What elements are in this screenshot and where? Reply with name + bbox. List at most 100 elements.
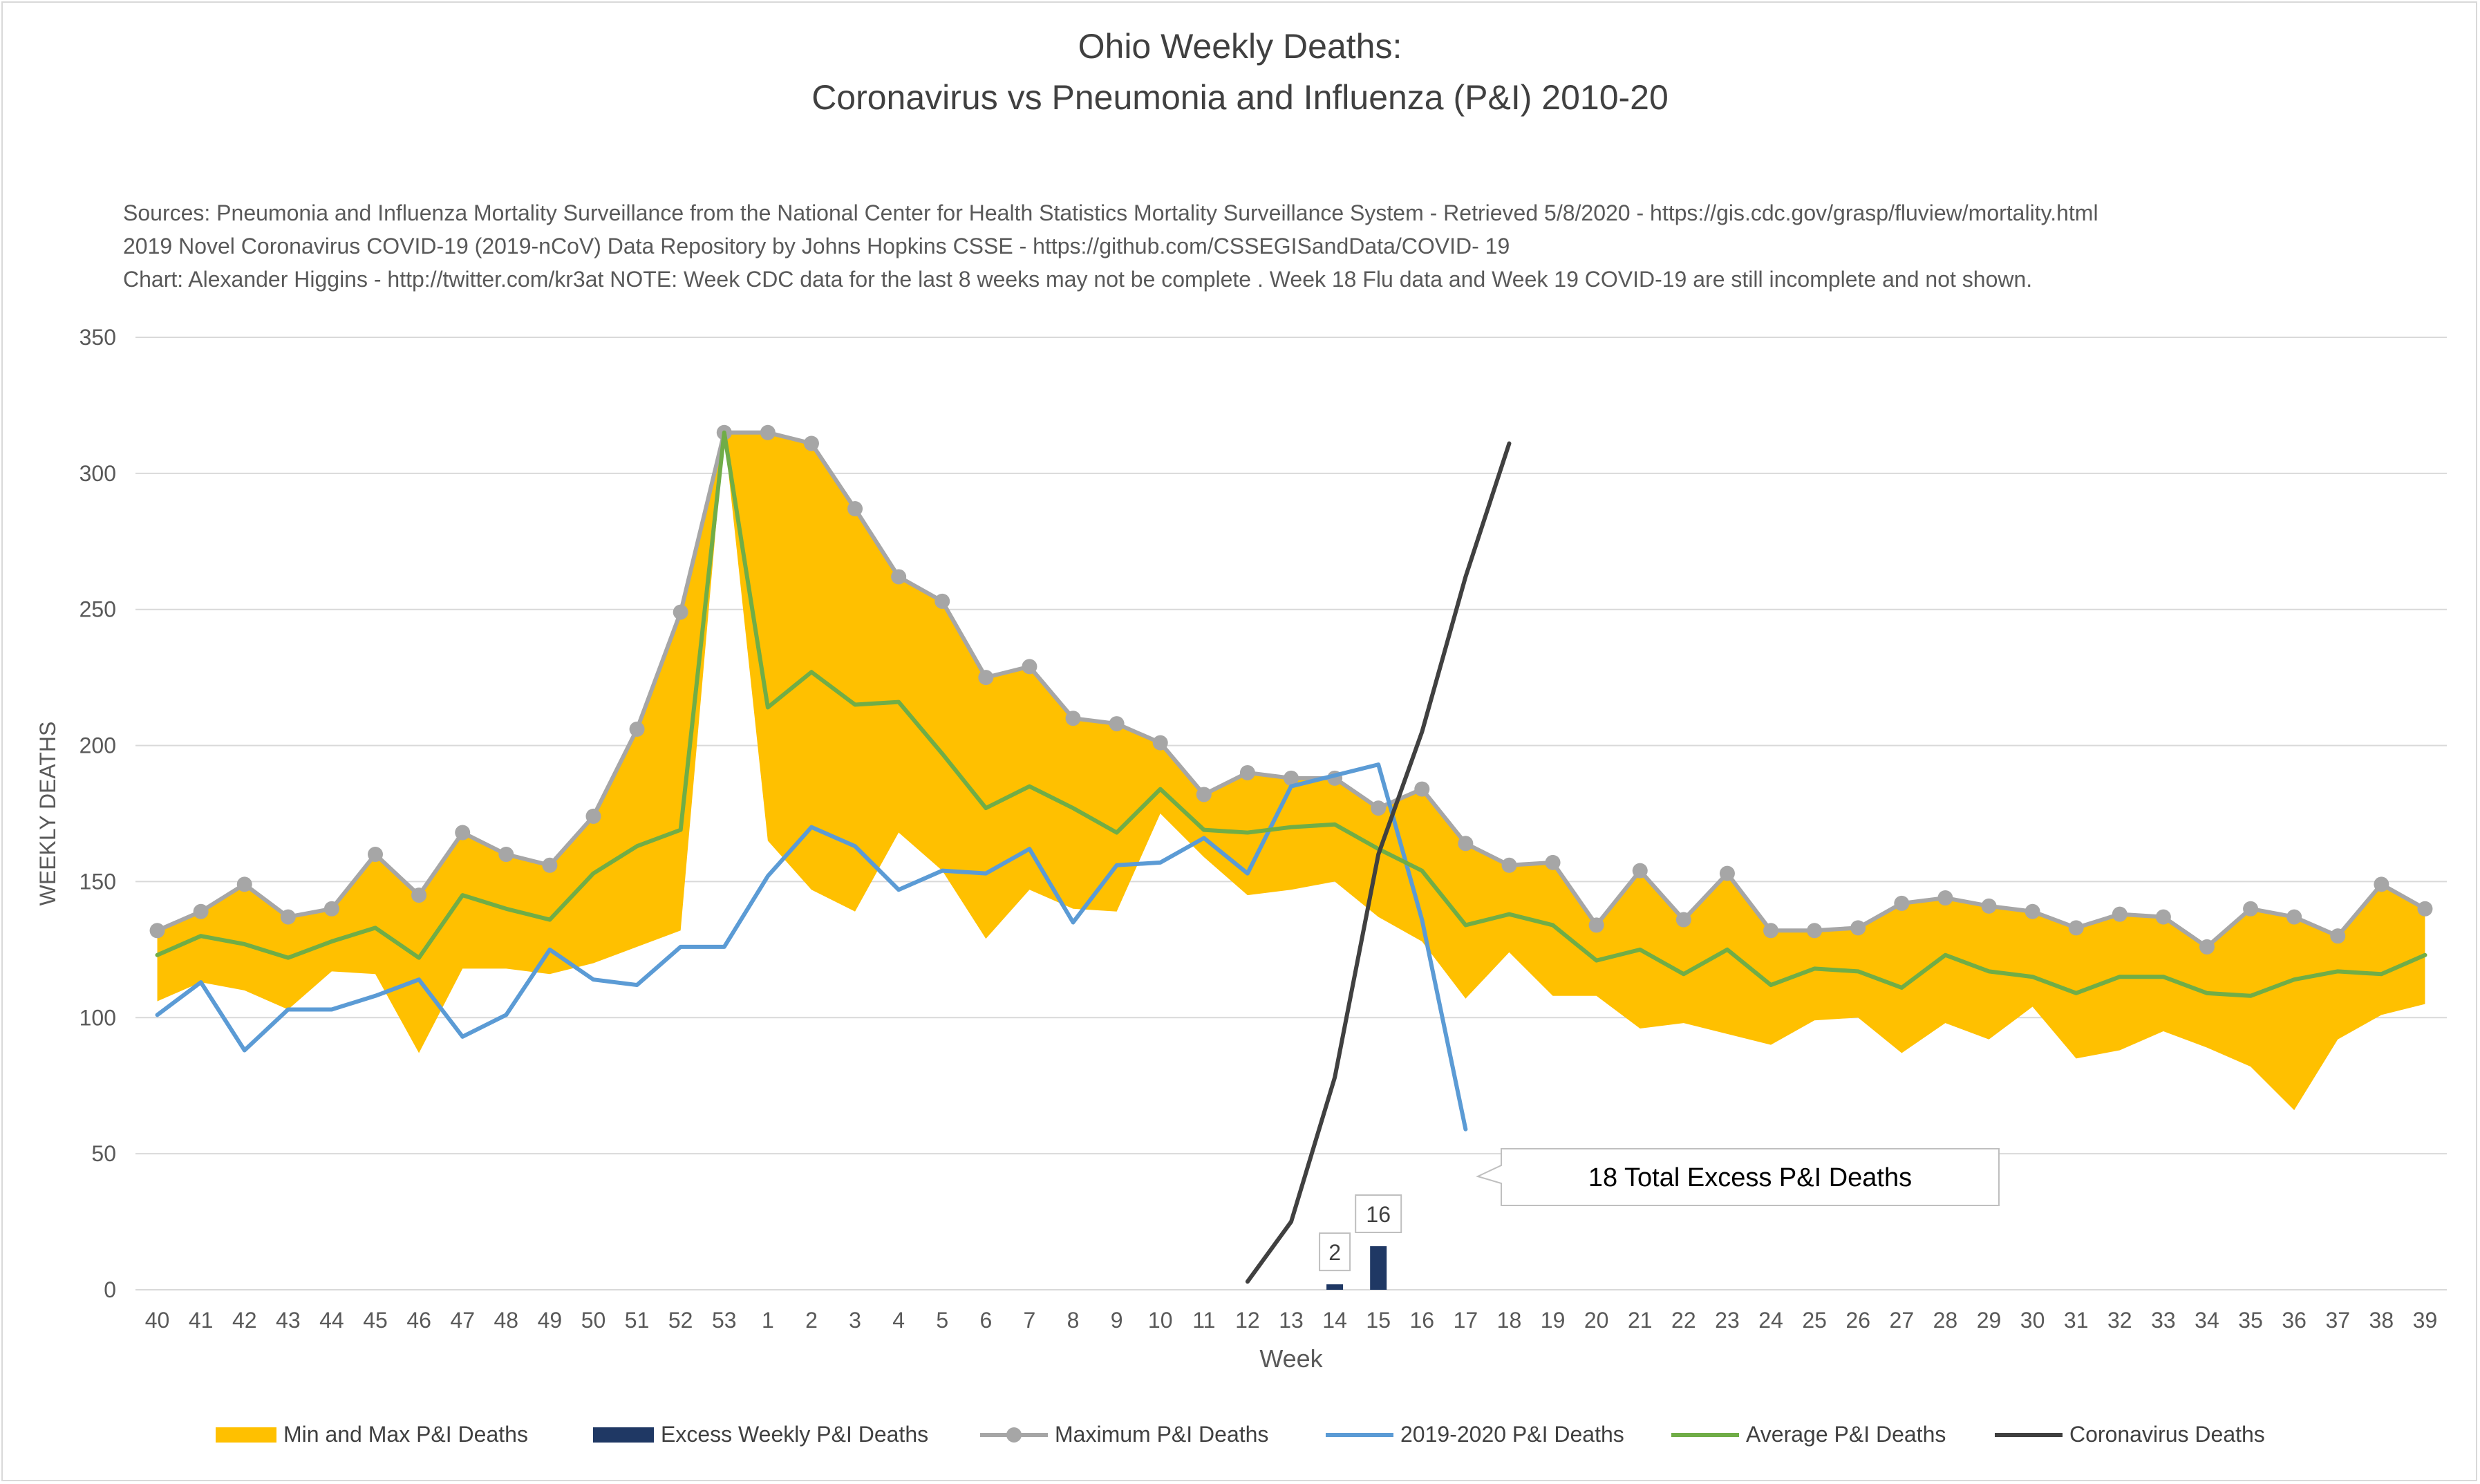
legend-label: 2019-2020 P&I Deaths [1400, 1422, 1624, 1447]
x-tick-label: 47 [450, 1308, 475, 1333]
legend-item: Average P&I Deaths [1671, 1420, 1946, 1447]
maximum-marker [891, 569, 907, 585]
maximum-marker [1414, 781, 1430, 797]
legend-item: Maximum P&I Deaths [980, 1420, 1268, 1447]
maximum-marker [368, 847, 384, 863]
y-tick-label: 300 [79, 461, 116, 486]
x-tick-label: 14 [1322, 1308, 1347, 1333]
series-min-max-band [157, 432, 2425, 1111]
excess-bar [1370, 1246, 1387, 1290]
callout-text: 18 Total Excess P&I Deaths [1588, 1163, 1912, 1192]
x-tick-label: 49 [538, 1308, 563, 1333]
x-tick-label: 22 [1671, 1308, 1696, 1333]
legend-label: Maximum P&I Deaths [1055, 1422, 1269, 1447]
maximum-marker [1458, 836, 1474, 852]
chart-title-line2: Coronavirus vs Pneumonia and Influenza (… [811, 78, 1669, 117]
series-2019-2020-line [155, 762, 1468, 1131]
maximum-marker [1763, 923, 1779, 939]
maximum-marker [1022, 659, 1037, 675]
maximum-marker [629, 721, 645, 737]
x-tick-label: 2 [805, 1308, 818, 1333]
x-tick-label: 19 [1541, 1308, 1566, 1333]
maximum-marker [1501, 857, 1517, 873]
x-tick-label: 28 [1933, 1308, 1958, 1333]
maximum-marker [2155, 909, 2171, 925]
x-tick-label: 36 [2282, 1308, 2307, 1333]
x-tick-label: 6 [979, 1308, 992, 1333]
maximum-marker [803, 435, 819, 451]
x-tick-label: 27 [1890, 1308, 1915, 1333]
x-tick-label: 29 [1977, 1308, 2002, 1333]
maximum-marker [2112, 906, 2127, 922]
x-tick-label: 37 [2325, 1308, 2350, 1333]
x-tick-label: 7 [1024, 1308, 1036, 1333]
x-tick-label: 23 [1715, 1308, 1740, 1333]
maximum-marker [1807, 923, 1823, 939]
maximum-marker [2025, 903, 2040, 919]
legend-swatch [216, 1427, 276, 1443]
maximum-marker [1196, 787, 1212, 802]
x-tick-label: 43 [276, 1308, 301, 1333]
maximum-marker [2330, 928, 2346, 944]
maximum-marker [1894, 895, 1910, 911]
x-tick-label: 1 [762, 1308, 774, 1333]
x-tick-label: 11 [1192, 1308, 1215, 1333]
maximum-marker [1545, 854, 1561, 870]
x-tick-label: 16 [1409, 1308, 1434, 1333]
maximum-marker [2374, 876, 2389, 892]
maximum-marker [2068, 920, 2084, 936]
maximum-marker [323, 901, 339, 917]
legend-label: Average P&I Deaths [1746, 1422, 1946, 1447]
x-axis-title: Week [1259, 1344, 1323, 1373]
x-tick-label: 53 [712, 1308, 737, 1333]
maximum-marker [978, 670, 994, 686]
x-tick-label: 12 [1235, 1308, 1260, 1333]
maximum-marker [280, 909, 296, 925]
x-tick-label: 38 [2369, 1308, 2394, 1333]
x-tick-label: 40 [145, 1308, 170, 1333]
maximum-marker [1719, 865, 1735, 881]
x-tick-label: 41 [189, 1308, 214, 1333]
sources-line-3: Chart: Alexander Higgins - http://twitte… [123, 267, 2033, 292]
legend-swatch [1995, 1432, 2063, 1437]
maximum-marker [1850, 920, 1866, 936]
x-tick-label: 18 [1497, 1308, 1522, 1333]
maximum-marker [1937, 890, 1953, 906]
legend-item: Coronavirus Deaths [1995, 1420, 2265, 1447]
legend-label: Excess Weekly P&I Deaths [661, 1422, 929, 1447]
sources-line-1: Sources: Pneumonia and Influenza Mortali… [123, 200, 2098, 225]
x-tick-label: 52 [668, 1308, 693, 1333]
callout-box [1476, 1148, 2000, 1206]
maximum-marker [455, 825, 471, 840]
excess-bar-label: 2 [1328, 1240, 1341, 1265]
data-label-box [1319, 1232, 1351, 1272]
maximum-marker [2243, 901, 2259, 917]
sources-line-2: 2019 Novel Coronavirus COVID-19 (2019-nC… [123, 234, 1510, 259]
x-tick-label: 35 [2238, 1308, 2263, 1333]
maximum-marker [1152, 735, 1168, 751]
maximum-marker [1981, 898, 1997, 914]
legend-swatch [980, 1427, 1048, 1443]
maximum-marker [236, 876, 252, 892]
x-tick-label: 51 [625, 1308, 650, 1333]
x-tick-label: 30 [2020, 1308, 2045, 1333]
legend-item: 2019-2020 P&I Deaths [1326, 1420, 1624, 1447]
legend-item: Min and Max P&I Deaths [216, 1420, 528, 1447]
legend-swatch [1671, 1432, 1739, 1437]
x-tick-label: 45 [363, 1308, 388, 1333]
x-tick-label: 25 [1802, 1308, 1827, 1333]
x-tick-label: 44 [319, 1308, 344, 1333]
x-tick-label: 50 [581, 1308, 606, 1333]
maximum-marker [847, 501, 863, 517]
y-tick-label: 250 [79, 597, 116, 622]
x-tick-label: 4 [892, 1308, 905, 1333]
x-tick-label: 26 [1845, 1308, 1870, 1333]
x-tick-label: 34 [2195, 1308, 2219, 1333]
x-tick-label: 39 [2413, 1308, 2438, 1333]
x-tick-label: 42 [232, 1308, 257, 1333]
legend-label: Coronavirus Deaths [2069, 1422, 2265, 1447]
x-tick-label: 32 [2107, 1308, 2132, 1333]
series-coronavirus-line [1245, 441, 1512, 1284]
maximum-marker [542, 857, 558, 873]
